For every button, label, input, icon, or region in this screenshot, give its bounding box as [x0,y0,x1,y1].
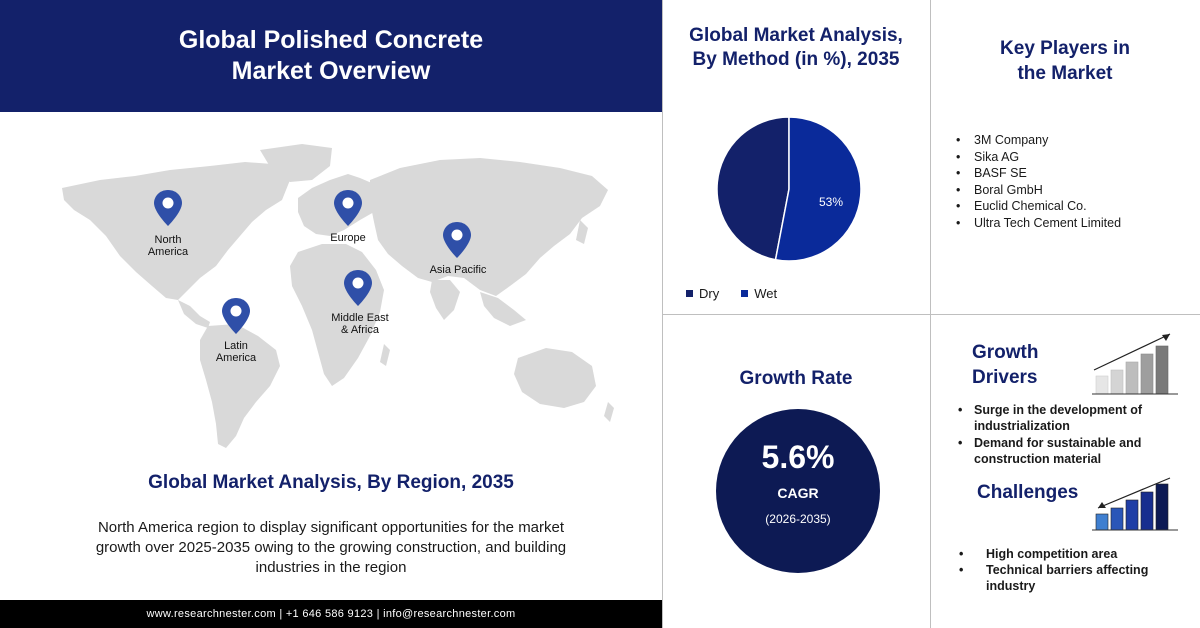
legend-item-wet: Wet [741,286,777,301]
label-middle-east-africa: Middle East & Africa [331,312,389,336]
list-item: Euclid Chemical Co. [956,198,1121,215]
method-section-title: Global Market Analysis, By Method (in %)… [689,25,903,70]
map-japan [576,220,588,244]
falling-bars-icon [1092,477,1178,531]
map-asia [370,158,608,296]
legend-swatch-wet [741,290,749,297]
map-southeast-asia [480,292,526,326]
pin-latin-america [222,298,250,334]
pin-europe [334,190,362,226]
list-item: BASF SE [956,165,1121,182]
legend-item-dry: Dry [686,286,719,301]
footer-bar: www.researchnester.com | +1 646 586 9123… [0,600,662,628]
left-panel: Global Polished Concrete Market Overview [0,0,662,628]
label-asia-pacific: Asia Pacific [429,264,487,276]
cagr-period: (2026-2035) [765,512,831,526]
key-players-list: 3M Company Sika AG BASF SE Boral GmbH Eu… [956,132,1121,231]
pie-slice-label-wet: 53% [819,195,843,209]
pie-legend: Dry Wet [686,286,777,301]
list-item: Surge in the development of industrializ… [956,402,1192,434]
list-item: Ultra Tech Cement Limited [956,215,1121,232]
key-players-title: Key Players in the Market [1000,38,1130,84]
list-item: Boral GmbH [956,182,1121,199]
growth-drivers-list: Surge in the development of industrializ… [956,402,1192,468]
legend-label-dry: Dry [699,286,720,301]
map-central-america [178,300,210,328]
pin-north-america [154,190,182,226]
legend-label-wet: Wet [754,286,778,301]
map-south-america [200,324,280,448]
map-greenland [260,144,332,182]
map-australia [514,348,596,408]
map-north-america [62,162,290,300]
map-madagascar [380,344,390,366]
region-section-description: North America region to display signific… [95,519,567,576]
pin-middle-east-africa [344,270,372,306]
rising-bars-icon [1092,333,1178,395]
growth-rate-circle: 5.6% CAGR (2026-2035) [716,409,880,573]
footer-contact-text: www.researchnester.com | +1 646 586 9123… [146,608,516,620]
header-banner: Global Polished Concrete Market Overview [0,0,662,112]
list-item: 3M Company [956,132,1121,149]
region-section-title: Global Market Analysis, By Region, 2035 [148,472,514,493]
growth-drivers-title: Growth Drivers [972,342,1039,388]
divider-horizontal [662,314,1200,315]
challenges-list: High competition area Technical barriers… [956,546,1192,594]
page-title: Global Polished Concrete Market Overview [178,26,484,85]
list-item: Sika AG [956,149,1121,166]
pin-asia-pacific [443,222,471,258]
world-map [62,144,614,448]
label-latin-america: Latin America [215,340,257,364]
legend-swatch-dry [686,290,693,297]
list-item: Demand for sustainable and construction … [956,435,1192,467]
challenges-title: Challenges [977,482,1079,503]
label-north-america: North America [147,234,189,258]
pie-slice-dry [716,116,790,261]
list-item: Technical barriers affecting industry [956,562,1192,594]
growth-rate-title: Growth Rate [739,368,853,389]
map-india [430,280,460,320]
pie-slice-wet [774,116,862,262]
cagr-label: CAGR [777,485,819,501]
label-europe: Europe [330,232,366,244]
method-pie-chart: 53% [716,116,862,262]
cagr-value: 5.6% [761,439,835,475]
list-item: High competition area [956,546,1192,562]
map-new-zealand [604,402,614,422]
